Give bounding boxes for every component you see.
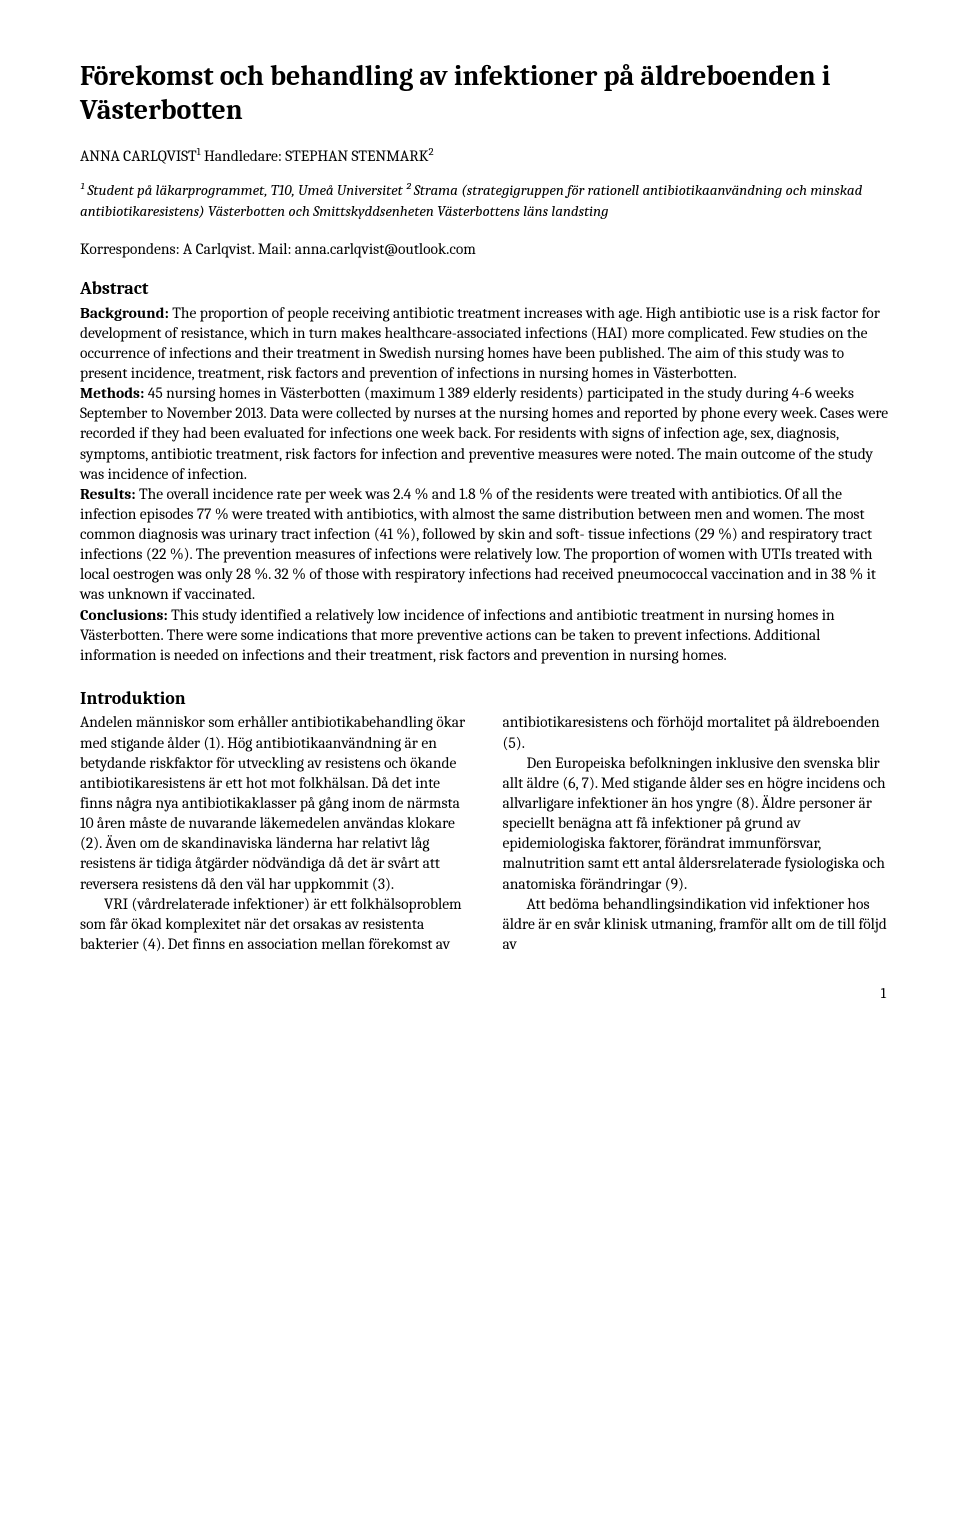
abstract-background-label: Background: [80, 304, 169, 322]
intro-paragraph-1: Andelen människor som erhåller antibioti… [80, 712, 468, 893]
abstract-results-text: The overall incidence rate per week was … [80, 485, 876, 604]
handledare-label: Handledare: [201, 147, 286, 165]
abstract-body: Background: The proportion of people rec… [80, 303, 890, 666]
correspondence: Korrespondens: A Carlqvist. Mail: anna.c… [80, 239, 890, 259]
byline: ANNA CARLQVIST1 Handledare: STEPHAN STEN… [80, 145, 890, 166]
abstract-methods-label: Methods: [80, 384, 144, 402]
intro-paragraph-3: Den Europeiska befolkningen inklusive de… [503, 753, 891, 894]
affiliations: ¹ Student på läkarprogrammet, T10, Umeå … [80, 180, 890, 221]
abstract-heading: Abstract [80, 277, 890, 300]
handledare-sup: 2 [428, 145, 433, 158]
abstract-methods-text: 45 nursing homes in Västerbotten (maximu… [80, 384, 888, 483]
intro-paragraph-4: Att bedöma behandlingsindikation vid inf… [503, 894, 891, 954]
page-number: 1 [80, 984, 890, 1004]
introduction-body: Andelen människor som erhåller antibioti… [80, 712, 890, 954]
paper-title: Förekomst och behandling av infektioner … [80, 60, 890, 127]
introduction-heading: Introduktion [80, 687, 890, 710]
abstract-conclusions-text: This study identified a relatively low i… [80, 606, 835, 664]
abstract-conclusions-label: Conclusions: [80, 606, 168, 624]
author-name: ANNA CARLQVIST [80, 147, 197, 165]
handledare-name: STEPHAN STENMARK [285, 147, 428, 165]
abstract-results-label: Results: [80, 485, 136, 503]
abstract-background-text: The proportion of people receiving antib… [80, 304, 880, 382]
